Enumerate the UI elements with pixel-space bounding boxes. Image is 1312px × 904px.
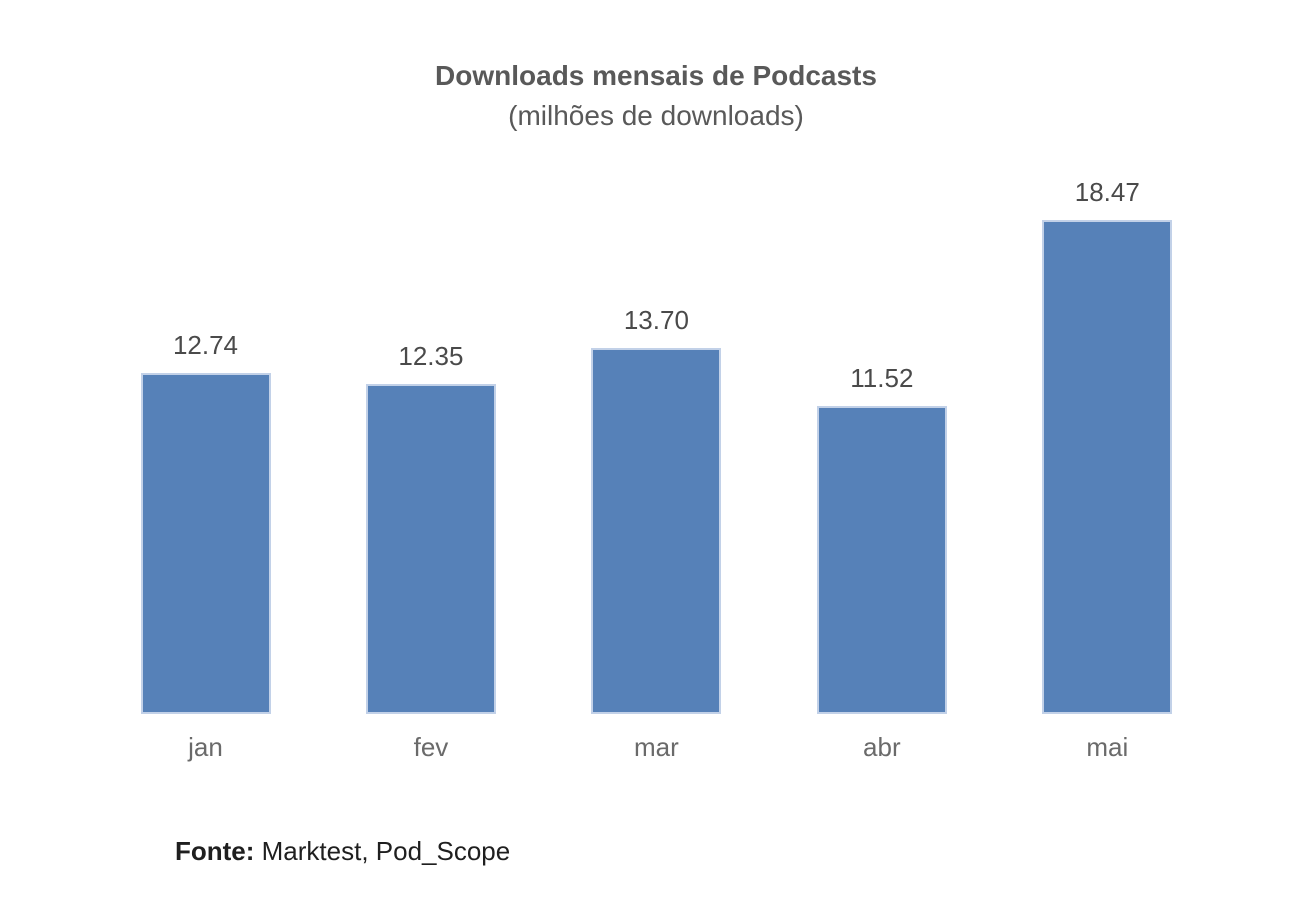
bar-abr — [816, 406, 947, 714]
category-label: mar — [634, 732, 679, 762]
chart-subtitle: (milhões de downloads) — [508, 100, 804, 131]
bar-mar — [591, 348, 722, 714]
category-label: mai — [1086, 732, 1129, 762]
bar-mai — [1042, 220, 1173, 714]
category-label: fev — [413, 732, 449, 762]
bar-value-label: 12.74 — [172, 330, 239, 360]
bar-fev — [365, 384, 496, 714]
bar-jan — [140, 373, 271, 714]
source-text: Marktest, Pod_Scope — [254, 836, 511, 866]
source-note: Fonte: Marktest, Pod_Scope — [175, 834, 510, 868]
category-label: abr — [863, 732, 901, 762]
bar-value-label: 11.52 — [850, 363, 914, 393]
bar-value-label: 18.47 — [1074, 177, 1140, 207]
source-label: Fonte: — [175, 836, 255, 866]
category-label: jan — [188, 732, 223, 762]
bar-value-label: 12.35 — [398, 341, 464, 371]
chart-title: Downloads mensais de Podcasts — [435, 60, 877, 91]
bar-value-label: 13.70 — [623, 305, 689, 335]
